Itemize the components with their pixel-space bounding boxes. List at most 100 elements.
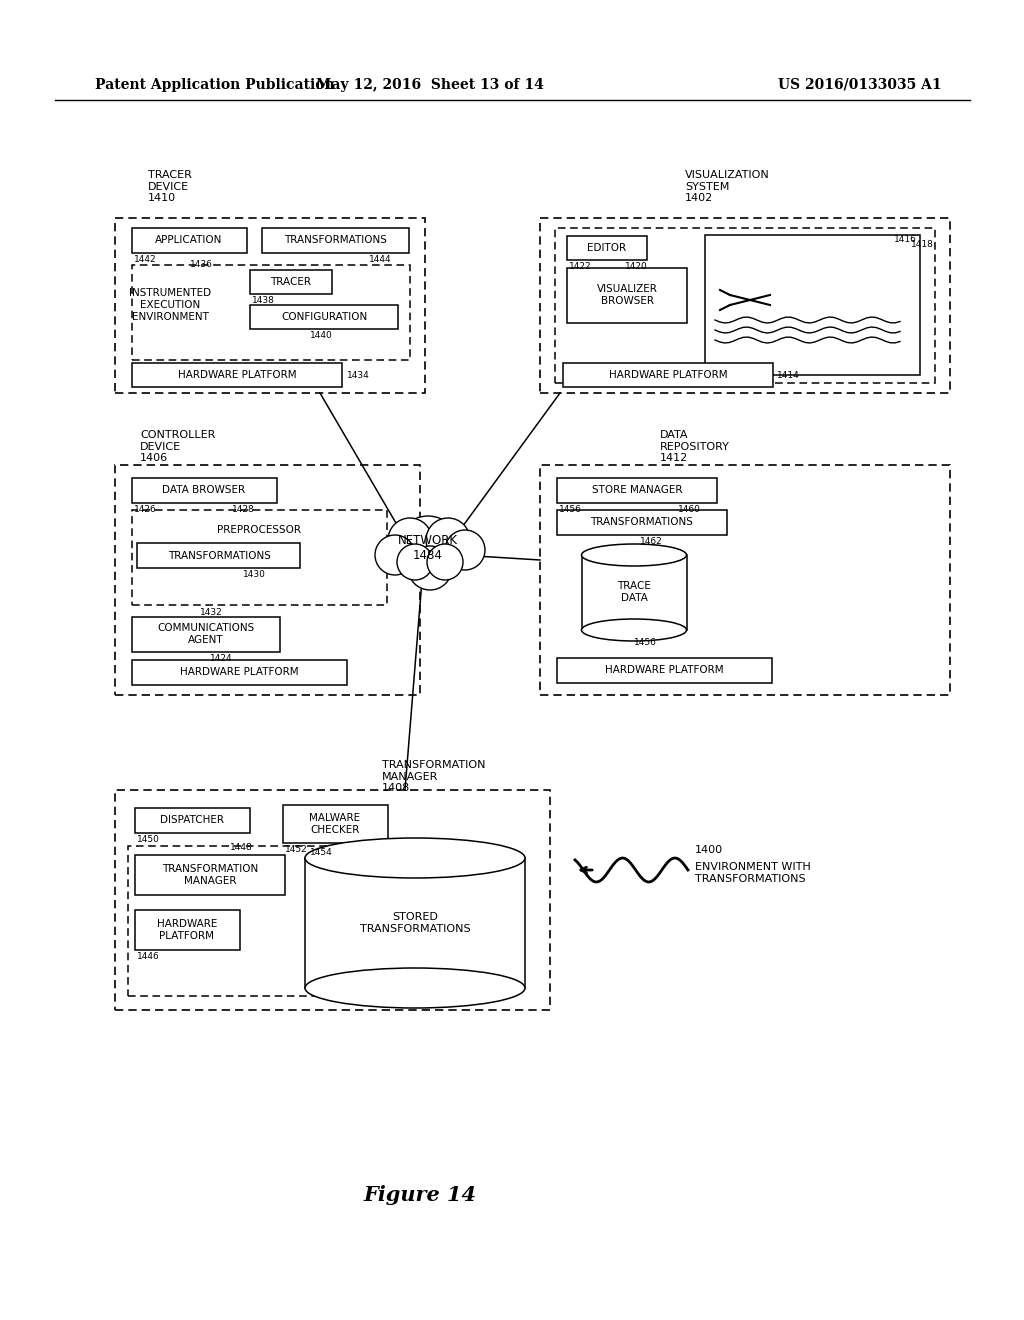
Text: 1424: 1424 <box>210 653 232 663</box>
Bar <box>555 228 935 383</box>
Bar <box>115 789 550 1010</box>
Text: HARDWARE
PLATFORM: HARDWARE PLATFORM <box>157 919 217 941</box>
Circle shape <box>375 535 415 576</box>
Text: PREPROCESSOR: PREPROCESSOR <box>217 525 301 535</box>
Text: HARDWARE PLATFORM: HARDWARE PLATFORM <box>179 667 298 677</box>
Text: CONTROLLER
DEVICE
1406: CONTROLLER DEVICE 1406 <box>140 430 215 463</box>
Bar <box>540 465 950 696</box>
Text: COMMUNICATIONS
AGENT: COMMUNICATIONS AGENT <box>158 623 255 644</box>
Text: 1436: 1436 <box>190 260 213 269</box>
Bar <box>132 616 280 652</box>
Text: DATA
REPOSITORY
1412: DATA REPOSITORY 1412 <box>660 430 730 463</box>
Circle shape <box>408 546 452 590</box>
Bar <box>128 846 348 997</box>
Text: HARDWARE PLATFORM: HARDWARE PLATFORM <box>178 370 296 380</box>
Text: 1442: 1442 <box>134 255 157 264</box>
Text: 1434: 1434 <box>347 371 370 380</box>
Text: CONFIGURATION: CONFIGURATION <box>281 312 368 322</box>
Text: NETWORK
1484: NETWORK 1484 <box>398 535 458 562</box>
Text: VISUALIZER
BROWSER: VISUALIZER BROWSER <box>597 284 657 306</box>
Text: VISUALIZATION
SYSTEM
1402: VISUALIZATION SYSTEM 1402 <box>685 170 770 203</box>
Text: 1428: 1428 <box>232 506 255 513</box>
Text: ENVIRONMENT WITH
TRANSFORMATIONS: ENVIRONMENT WITH TRANSFORMATIONS <box>695 862 811 883</box>
Bar <box>135 909 240 950</box>
Text: 1414: 1414 <box>777 371 800 380</box>
Text: 1440: 1440 <box>310 331 333 341</box>
Ellipse shape <box>582 619 686 642</box>
Text: DISPATCHER: DISPATCHER <box>160 814 224 825</box>
Text: INSTRUMENTED
EXECUTION
ENVIRONMENT: INSTRUMENTED EXECUTION ENVIRONMENT <box>129 288 211 322</box>
Bar <box>557 510 727 535</box>
Text: APPLICATION: APPLICATION <box>156 235 222 246</box>
Bar <box>135 855 285 895</box>
Text: MALWARE
CHECKER: MALWARE CHECKER <box>309 813 360 834</box>
Text: TRANSFORMATIONS: TRANSFORMATIONS <box>284 235 386 246</box>
Text: 1462: 1462 <box>640 537 663 546</box>
Ellipse shape <box>305 968 525 1008</box>
Text: 1446: 1446 <box>137 952 160 961</box>
Text: Patent Application Publication: Patent Application Publication <box>95 78 335 92</box>
Text: 1452: 1452 <box>285 845 308 854</box>
Text: 1448: 1448 <box>230 843 253 851</box>
Circle shape <box>397 544 433 579</box>
Bar <box>250 271 332 294</box>
Text: STORED
TRANSFORMATIONS: STORED TRANSFORMATIONS <box>359 912 470 933</box>
Bar <box>567 268 687 323</box>
Text: 1454: 1454 <box>310 847 333 857</box>
Bar <box>115 465 420 696</box>
Text: 1450: 1450 <box>137 836 160 843</box>
Bar <box>132 363 342 387</box>
Circle shape <box>427 544 463 579</box>
Bar <box>705 235 920 375</box>
Text: TRACER
DEVICE
1410: TRACER DEVICE 1410 <box>148 170 191 203</box>
Text: TRANSFORMATION
MANAGER: TRANSFORMATION MANAGER <box>162 865 258 886</box>
Bar <box>115 218 425 393</box>
Text: TRACE
DATA: TRACE DATA <box>617 581 651 603</box>
Text: Figure 14: Figure 14 <box>364 1185 476 1205</box>
Text: HARDWARE PLATFORM: HARDWARE PLATFORM <box>608 370 727 380</box>
Text: 1418: 1418 <box>911 240 934 249</box>
Text: US 2016/0133035 A1: US 2016/0133035 A1 <box>778 78 942 92</box>
Bar <box>132 228 247 253</box>
Circle shape <box>396 516 460 579</box>
Bar <box>135 808 250 833</box>
Bar <box>563 363 773 387</box>
Circle shape <box>426 517 470 562</box>
Text: TRANSFORMATIONS: TRANSFORMATIONS <box>168 550 270 561</box>
Bar <box>132 478 278 503</box>
Circle shape <box>445 531 485 570</box>
Ellipse shape <box>305 838 525 878</box>
Bar <box>283 805 388 843</box>
Text: EDITOR: EDITOR <box>588 243 627 253</box>
Bar <box>132 660 347 685</box>
Bar <box>132 265 410 360</box>
Text: 1456: 1456 <box>634 638 656 647</box>
Text: 1456: 1456 <box>559 506 582 513</box>
Bar <box>262 228 409 253</box>
Text: TRACER: TRACER <box>270 277 311 286</box>
Text: DATA BROWSER: DATA BROWSER <box>163 484 246 495</box>
Text: 1400: 1400 <box>695 845 723 855</box>
Bar <box>540 218 950 393</box>
Bar <box>557 478 717 503</box>
Bar <box>132 510 387 605</box>
Bar <box>137 543 300 568</box>
Bar <box>250 305 398 329</box>
Bar <box>567 236 647 260</box>
Text: TRANSFORMATIONS: TRANSFORMATIONS <box>591 517 693 527</box>
Text: May 12, 2016  Sheet 13 of 14: May 12, 2016 Sheet 13 of 14 <box>316 78 544 92</box>
Ellipse shape <box>582 544 686 566</box>
Circle shape <box>388 517 432 562</box>
Text: TRANSFORMATION
MANAGER
1408: TRANSFORMATION MANAGER 1408 <box>382 760 485 793</box>
Text: 1430: 1430 <box>243 570 266 579</box>
Bar <box>582 554 687 630</box>
Bar <box>305 858 525 987</box>
Text: 1420: 1420 <box>625 261 648 271</box>
Text: 1444: 1444 <box>370 255 392 264</box>
Text: 1426: 1426 <box>134 506 157 513</box>
Text: 1416: 1416 <box>894 235 918 244</box>
Bar <box>557 657 772 682</box>
Text: STORE MANAGER: STORE MANAGER <box>592 484 682 495</box>
Text: 1422: 1422 <box>569 261 592 271</box>
Text: HARDWARE PLATFORM: HARDWARE PLATFORM <box>605 665 723 675</box>
